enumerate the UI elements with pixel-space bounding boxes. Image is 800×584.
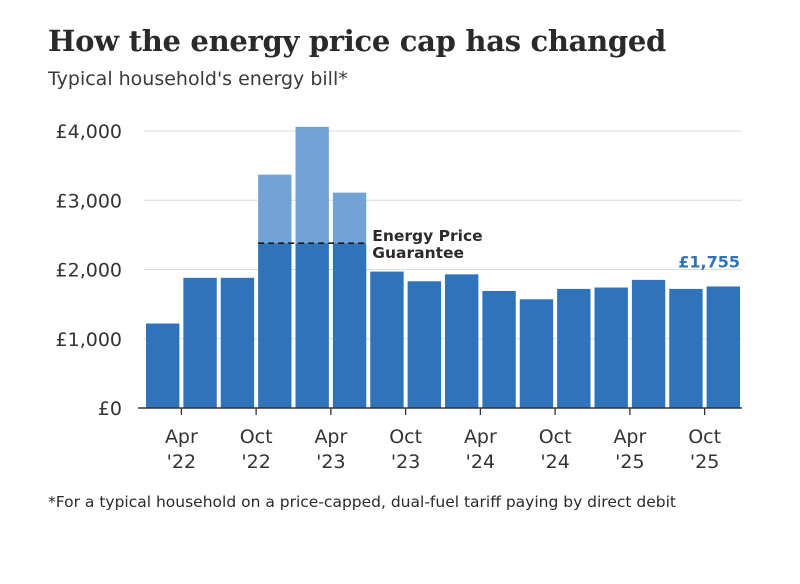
bar [295,243,329,408]
annotations: £1,755 [678,252,740,271]
bar [445,274,479,408]
x-tick-label-year: '23 [391,451,420,473]
x-tick-label-month: Apr [165,426,198,448]
footnote: *For a typical household on a price-capp… [48,493,676,511]
bar [594,287,628,408]
chart-subtitle: Typical household's energy bill* [48,68,348,90]
x-tick-label-month: Apr [314,426,347,448]
x-tick-label-year: '22 [241,451,270,473]
bar [706,286,740,408]
guarantee-label-line2: Guarantee [372,244,464,262]
x-tick-label-month: Apr [464,426,497,448]
x-axis-ticks: Apr '22 Oct '22 Apr '23 Oct '23 Apr '24 Oct '24 Apr '… [165,408,721,473]
bar [370,271,404,408]
bar [332,243,367,408]
bar [631,279,666,408]
bar-excess-segment [332,192,367,244]
chart-card: How the energy price cap has changed Typ… [30,14,756,540]
y-axis-ticks: £0 £1,000 £2,000 £3,000 £4,000 [56,121,122,420]
bar [519,299,554,408]
bar [557,288,591,408]
last-value-label: £1,755 [678,252,740,271]
y-tick-label: £4,000 [56,121,122,143]
x-tick-label-year: '25 [615,451,644,473]
bar-excess-segment [258,174,292,244]
bar [258,243,292,408]
x-tick-label-month: Oct [240,426,273,448]
x-tick-label-year: '23 [316,451,345,473]
bar [407,281,441,408]
bar [183,277,217,408]
bar-excess-segment [295,126,329,244]
chart-title: How the energy price cap has changed [48,24,667,58]
bar [669,288,703,408]
x-tick-label-month: Oct [688,426,721,448]
x-tick-label-year: '24 [466,451,495,473]
bar [482,290,516,408]
y-tick-label: £2,000 [56,260,122,282]
guarantee-label-line1: Energy Price [372,227,482,245]
x-tick-label-year: '22 [167,451,196,473]
bars [146,126,740,408]
y-tick-label: £3,000 [56,190,122,212]
y-tick-label: £0 [98,398,122,420]
bar-chart: £0 £1,000 £2,000 £3,000 £4,000 Energy PriceG… [56,121,742,473]
bar [146,323,180,408]
x-tick-label-month: Oct [389,426,422,448]
y-tick-label: £1,000 [56,329,122,351]
x-tick-label-year: '24 [540,451,569,473]
x-tick-label-month: Oct [539,426,572,448]
bar [220,277,255,408]
x-tick-label-month: Apr [613,426,646,448]
x-tick-label-year: '25 [690,451,719,473]
